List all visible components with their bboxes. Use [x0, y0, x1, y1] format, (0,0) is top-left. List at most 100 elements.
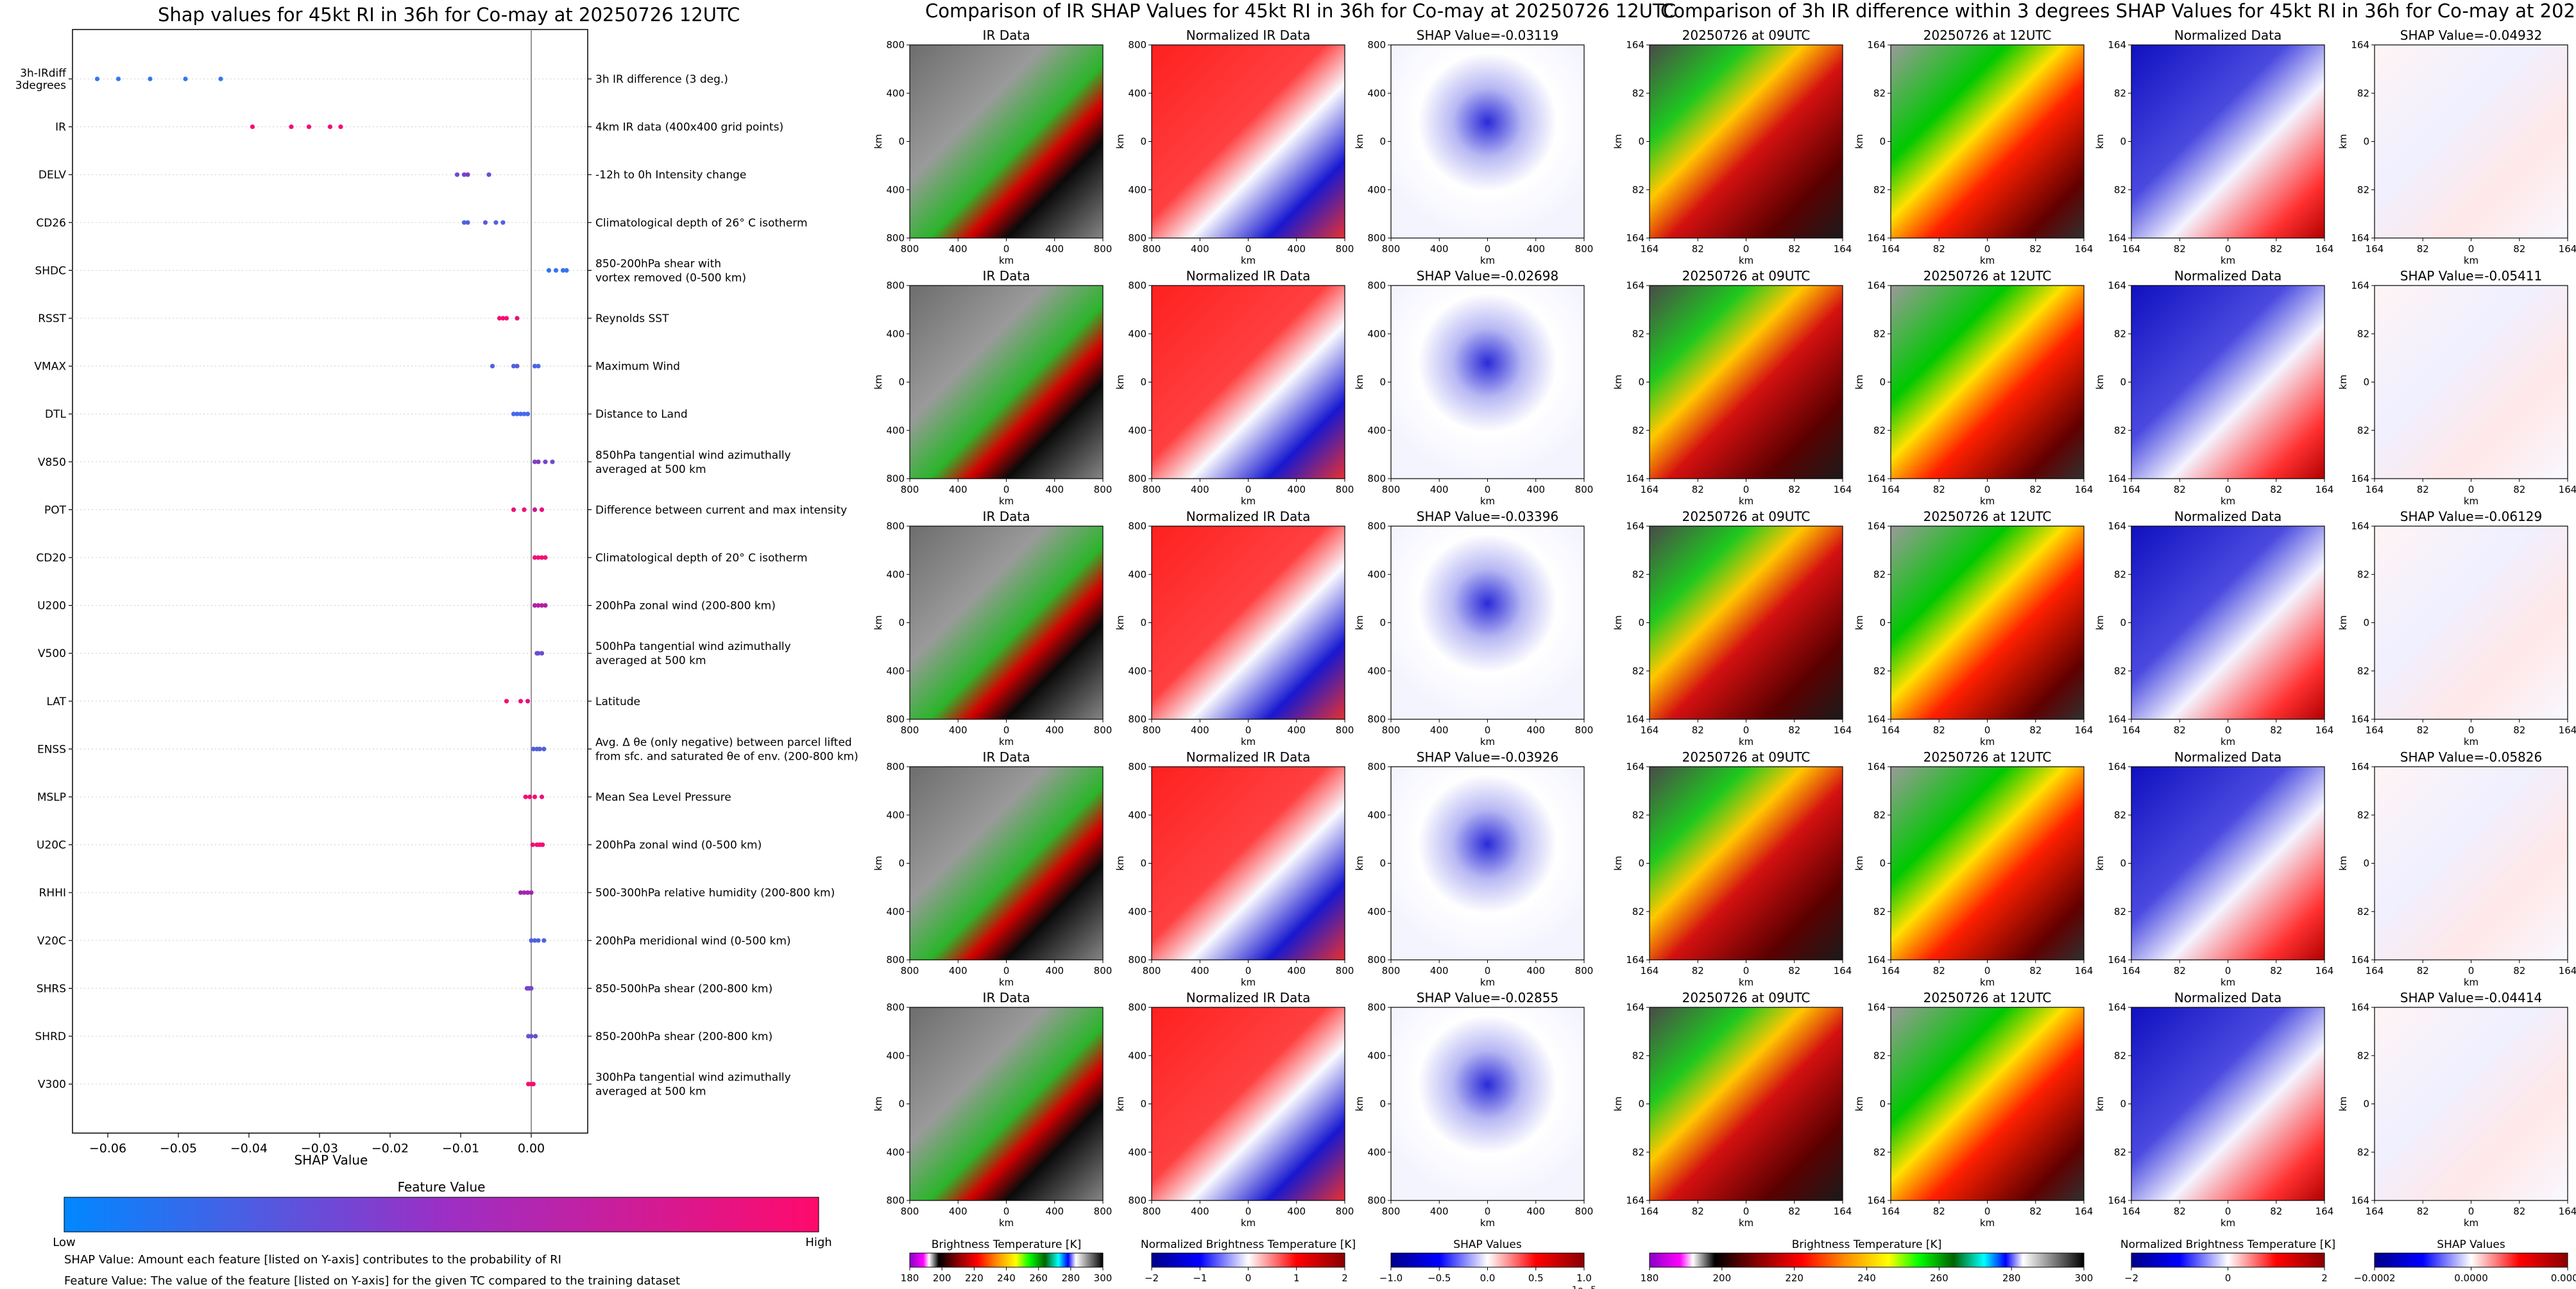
shap-point: [532, 603, 538, 608]
x-tick-label: 82: [2513, 484, 2525, 495]
y-tick-label: 82: [1632, 87, 1644, 99]
panel-title: 20250726 at 09UTC: [1682, 990, 1811, 1005]
shap-point: [537, 746, 542, 751]
y-tick-label: 800: [886, 713, 905, 725]
x-tick-label: 164: [1834, 724, 1852, 736]
x-tick-label: 400: [1526, 965, 1545, 977]
shap-point: [532, 507, 538, 513]
x-tick-label: 82: [2417, 243, 2429, 255]
y-tick-label: 164: [1867, 954, 1886, 966]
y-tick-label: 0: [2363, 377, 2369, 388]
heatmap-image: [2131, 285, 2325, 479]
shap-point: [500, 316, 506, 321]
x-tick-label: 164: [2366, 965, 2384, 977]
x-tick-label: 0: [1984, 965, 1991, 977]
colorbar-gradient: [1151, 1252, 1345, 1268]
x-tick-label: −0.06: [89, 1141, 126, 1156]
y-tick-label: 164: [1867, 473, 1886, 484]
shap-point: [539, 507, 545, 513]
x-tick-label: 164: [2122, 965, 2141, 977]
x-axis-label: km: [2221, 736, 2235, 747]
x-axis-label: km: [999, 1217, 1014, 1229]
y-tick-label: 164: [2108, 1002, 2126, 1013]
colorbar-tick-label: −0.5: [1428, 1272, 1451, 1284]
x-tick-label: 82: [2270, 1206, 2282, 1217]
colorbar-tick-label: 2: [2321, 1272, 2328, 1284]
left-chart-title: Shap values for 45kt RI in 36h for Co-ma…: [158, 4, 740, 26]
y-tick-label: 82: [2114, 328, 2126, 339]
x-tick-label: 164: [1834, 965, 1852, 977]
x-tick-label: 0: [1003, 724, 1010, 736]
y-tick-label: 800: [1128, 520, 1147, 532]
x-tick-label: 800: [901, 243, 919, 255]
heatmap-image: [2374, 1007, 2568, 1201]
x-tick-label: 400: [1191, 484, 1209, 495]
y-tick-label: 82: [2114, 665, 2126, 677]
y-tick-label: 800: [886, 761, 905, 773]
y-tick-label: 164: [2108, 520, 2126, 532]
x-axis-label: km: [2464, 255, 2478, 266]
feature-description-label: 4km IR data (400x400 grid points): [595, 121, 783, 134]
ir-diff-shap-panel-grid: 20250726 at 09UTC 164 82 0 82 164 164 82 0 82 164 k…: [1612, 28, 2576, 1229]
y-tick-label: 82: [1632, 809, 1644, 821]
shap-point: [540, 842, 545, 848]
y-tick-label: 800: [1128, 713, 1147, 725]
x-tick-label: 164: [2366, 1206, 2384, 1217]
x-tick-label: 82: [1788, 243, 1800, 255]
y-tick-label: 82: [2357, 184, 2369, 196]
y-tick-label: 82: [2114, 906, 2126, 918]
y-tick-label: 400: [1128, 1147, 1147, 1158]
x-tick-label: 82: [2270, 243, 2282, 255]
x-tick-label: 164: [2316, 484, 2334, 495]
y-tick-label: 400: [886, 906, 905, 918]
x-tick-label: 164: [2559, 484, 2576, 495]
x-tick-label: 400: [1526, 243, 1545, 255]
heatmap-image: [909, 285, 1104, 479]
shap-point: [532, 459, 538, 465]
y-tick-label: 164: [1626, 39, 1644, 51]
x-tick-label: −0.02: [371, 1141, 409, 1156]
y-tick-label: 82: [1632, 328, 1644, 339]
colorbar-tick-label: 0: [2225, 1272, 2231, 1284]
feature-code-label: RHHI: [39, 887, 66, 900]
y-tick-label: 400: [886, 568, 905, 580]
x-tick-label: 400: [1430, 243, 1449, 255]
feature-code-label: V850: [38, 456, 66, 469]
y-tick-label: 400: [1367, 184, 1386, 196]
y-tick-label: 164: [1867, 713, 1886, 725]
feature-colorbar-title: Feature Value: [398, 1179, 486, 1195]
heatmap-image: [1390, 1007, 1585, 1201]
x-axis-label: km: [1980, 1217, 1995, 1229]
x-tick-label: 82: [1933, 243, 1945, 255]
y-axis-label: km: [1854, 615, 1865, 630]
beeswarm-x-axis-label: SHAP Value: [294, 1152, 368, 1168]
y-tick-label: 0: [898, 1098, 905, 1110]
panel-title: 20250726 at 12UTC: [1923, 990, 2052, 1005]
y-tick-label: 400: [1367, 87, 1386, 99]
x-tick-label: 0: [1003, 965, 1010, 977]
y-tick-label: 164: [1626, 232, 1644, 244]
middle-panel-title: Comparison of IR SHAP Values for 45kt RI…: [925, 0, 1676, 22]
y-tick-label: 400: [886, 328, 905, 339]
x-axis-label: km: [999, 736, 1014, 747]
heatmap-image: [2131, 525, 2325, 720]
colorbar-gradient: [909, 1252, 1104, 1268]
x-tick-label: 0: [2225, 724, 2231, 736]
shap-point: [522, 507, 527, 513]
y-tick-label: 400: [1367, 665, 1386, 677]
x-tick-label: 164: [2122, 484, 2141, 495]
heatmap-image: [1151, 525, 1345, 720]
shap-point: [183, 76, 188, 81]
y-tick-label: 400: [1367, 425, 1386, 436]
y-tick-label: 164: [2351, 39, 2369, 51]
feature-description-label: -12h to 0h Intensity change: [595, 169, 746, 182]
ir-colorbars: Brightness Temperature [K] 180 200 220 240 26…: [901, 1238, 1596, 1289]
colorbar-tick-label: 280: [2002, 1272, 2021, 1284]
y-tick-label: 800: [886, 1002, 905, 1013]
panel-title: 20250726 at 09UTC: [1682, 268, 1811, 284]
y-tick-label: 800: [1128, 280, 1147, 291]
y-tick-label: 800: [886, 280, 905, 291]
y-axis-label: km: [2337, 615, 2349, 630]
colorbar-tick-label: 2: [1342, 1272, 1348, 1284]
y-axis-label: km: [2094, 375, 2106, 389]
